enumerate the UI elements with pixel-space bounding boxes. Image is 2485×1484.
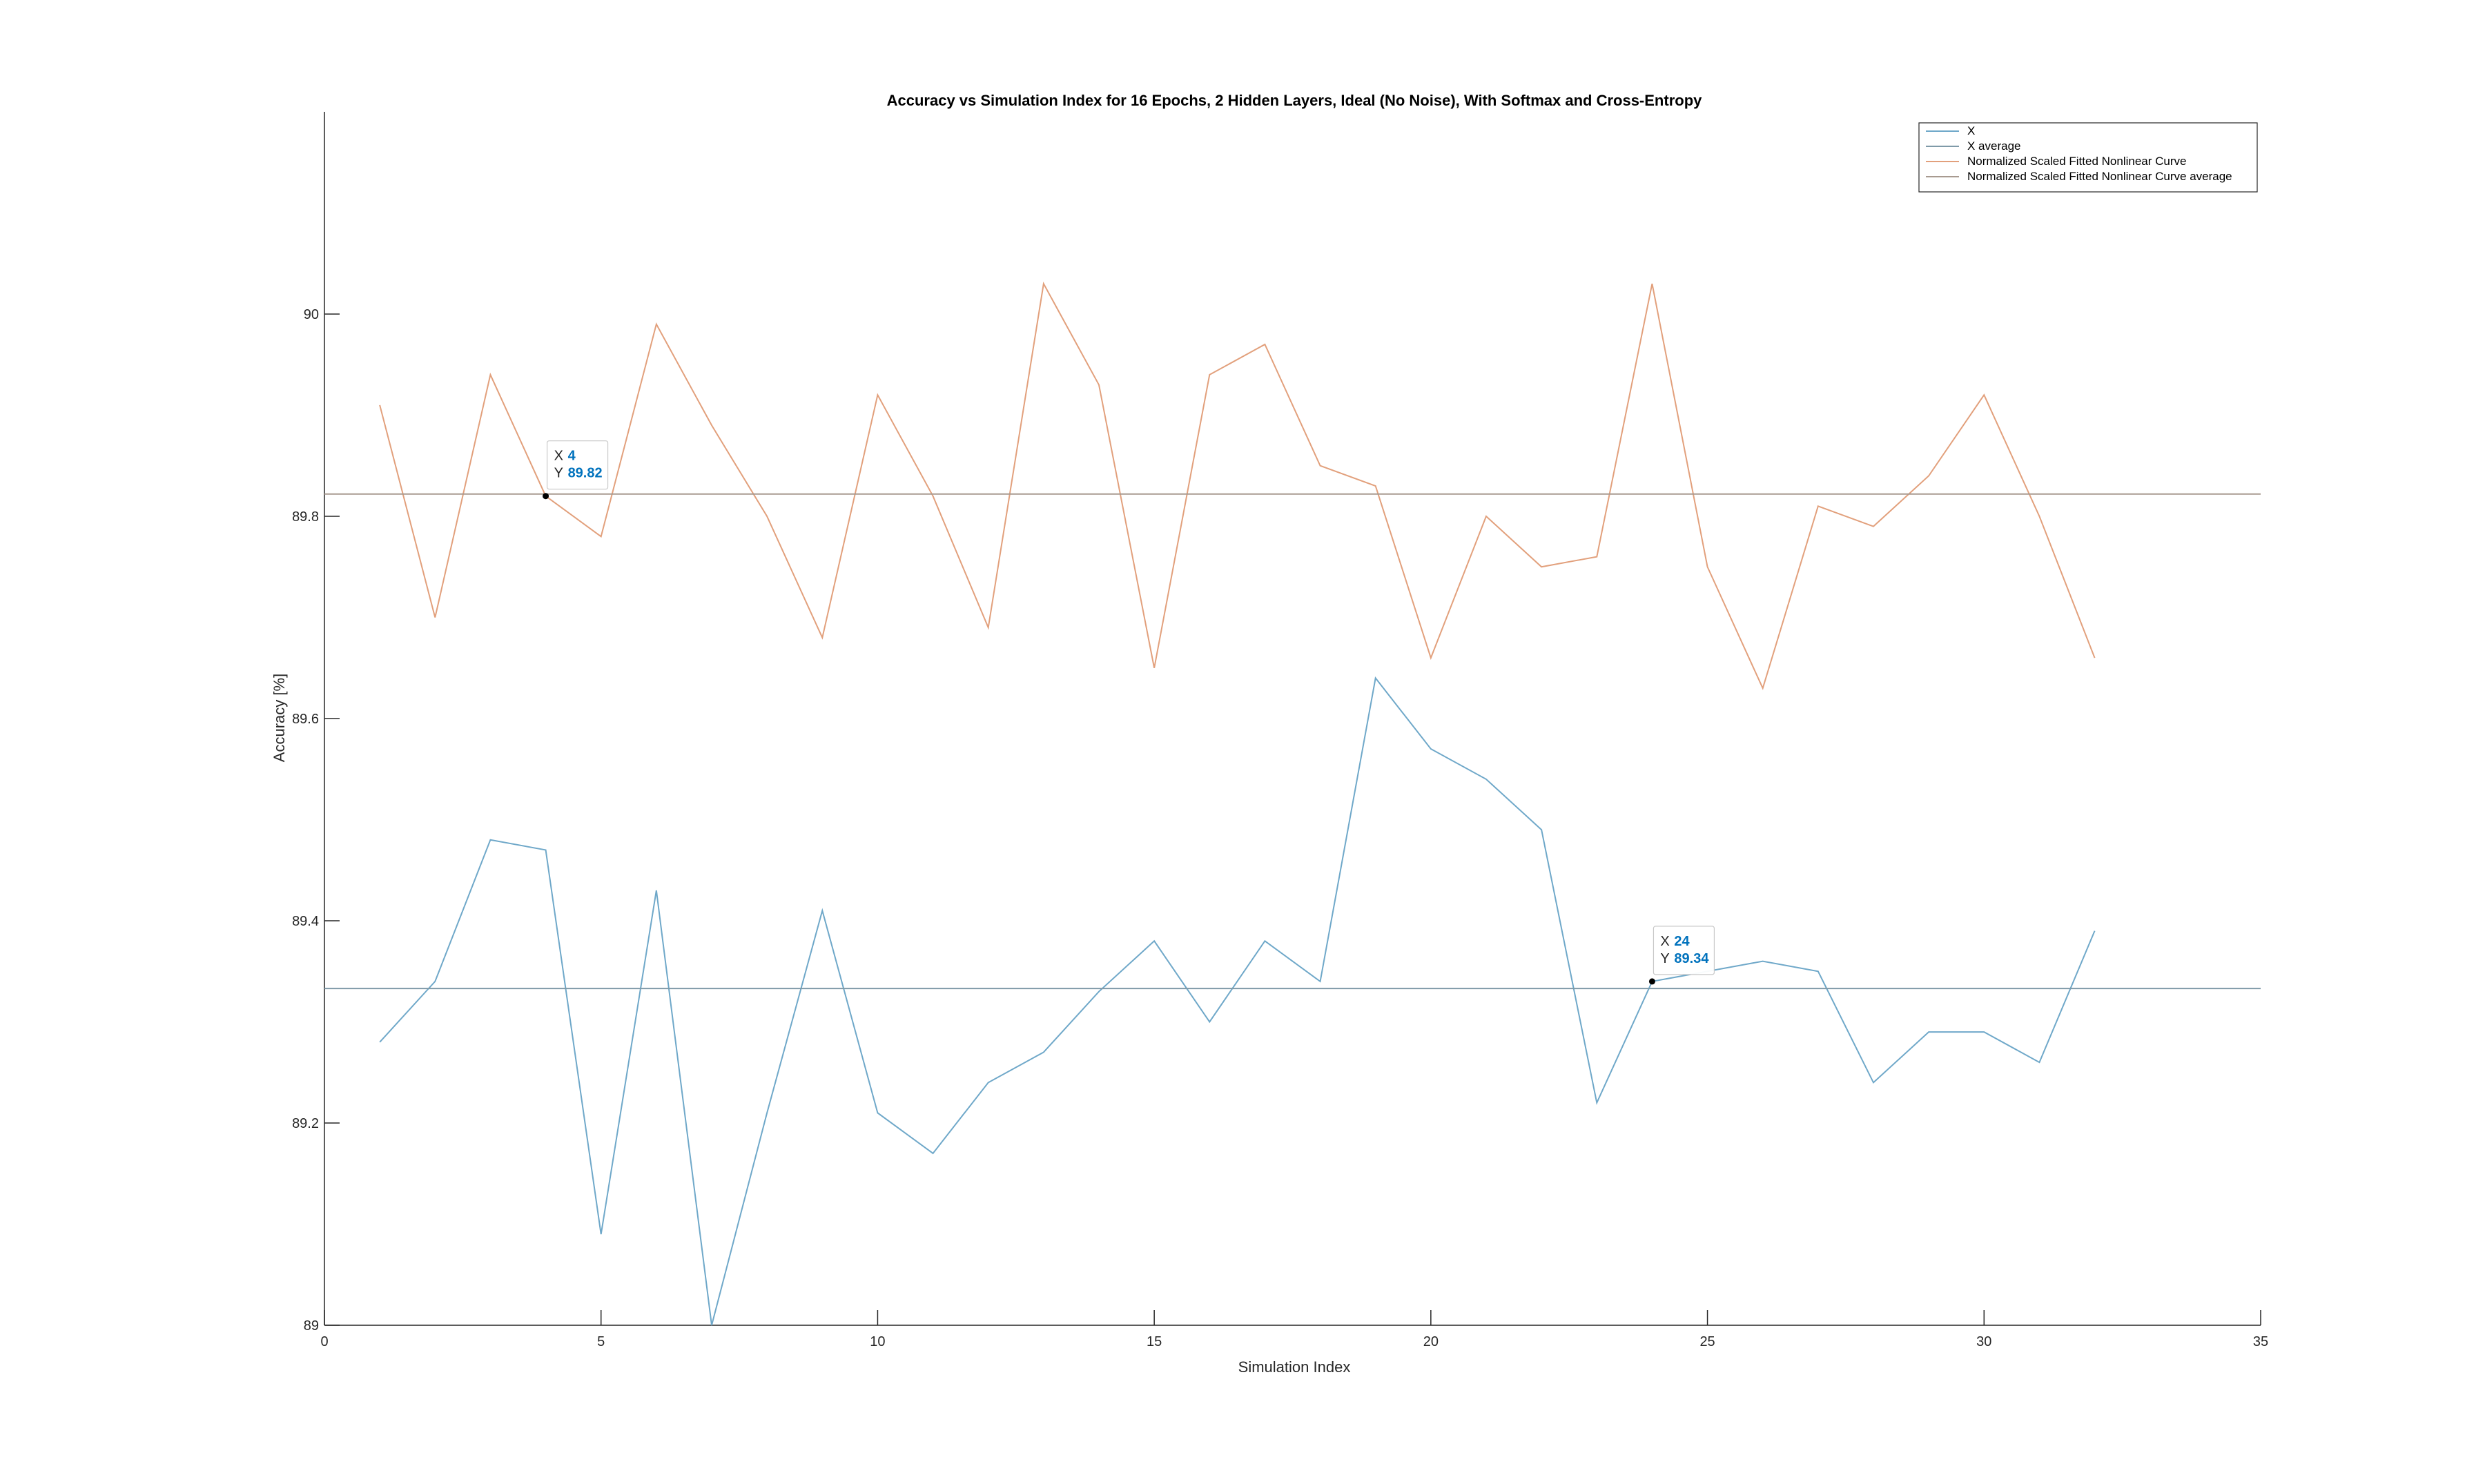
datatip-y-key: Y — [554, 466, 563, 481]
x-tick-label: 5 — [597, 1334, 605, 1349]
legend-entry: Normalized Scaled Fitted Nonlinear Curve — [1967, 155, 2186, 168]
x-axis-label: Simulation Index — [1238, 1358, 1351, 1376]
datatip: X 4Y 89.82 — [543, 440, 609, 500]
x-tick-label: 0 — [320, 1334, 328, 1349]
datatip-x-value: 4 — [568, 449, 576, 464]
x-tick-label: 20 — [1423, 1334, 1439, 1349]
datatip-marker — [543, 493, 549, 500]
legend-entry: X — [1967, 124, 1975, 137]
legend-entry: X average — [1967, 139, 2021, 153]
y-tick-label: 89.4 — [292, 914, 319, 929]
chart-title: Accuracy vs Simulation Index for 16 Epoc… — [887, 92, 1703, 109]
datatip-y-key: Y — [1660, 951, 1669, 966]
y-axis-label: Accuracy [%] — [271, 674, 288, 762]
plot-lines — [324, 282, 2261, 1326]
datatip-box — [1653, 926, 1715, 975]
legend-box — [1918, 122, 2258, 193]
y-tick-label: 90 — [304, 307, 319, 322]
y-tick-label: 89.6 — [292, 712, 319, 727]
datatip-x-key: X — [1660, 934, 1669, 949]
x-tick-label: 25 — [1699, 1334, 1715, 1349]
datatip-x-value: 24 — [1674, 934, 1690, 949]
x-tick-label: 10 — [870, 1334, 885, 1349]
datatip: X 24 Y 89.34 — [1648, 926, 1715, 985]
datatips: X 4Y 89.82X 24Y 89.34 — [543, 440, 1715, 985]
datatip-y-value: 89.34 — [1674, 951, 1709, 966]
series-x-line — [379, 676, 2096, 1326]
legend: X X average Normalized Scaled Fitted Nonli… — [1918, 122, 2258, 193]
y-tick-label: 89 — [304, 1318, 319, 1334]
y-tick-label: 89.8 — [292, 509, 319, 525]
y-tick-label: 89.2 — [292, 1116, 319, 1131]
legend-entry: Normalized Scaled Fitted Nonlinear Curve… — [1967, 170, 2232, 183]
series-normalized-scaled-fitted-nonlinear-curve-line — [379, 282, 2096, 690]
x-tick-label: 15 — [1147, 1334, 1162, 1349]
axes: 0 5 10 15 20 25 30 35 89 89.2 89.4 89.6 89.8 90 — [292, 112, 2268, 1349]
datatip-x-key: X — [554, 449, 563, 464]
x-tick-label: 35 — [2253, 1334, 2268, 1349]
datatip-box — [546, 440, 609, 490]
datatip-marker — [1648, 978, 1655, 985]
x-tick-label: 30 — [1976, 1334, 1991, 1349]
datatip-y-value: 89.82 — [568, 466, 603, 481]
